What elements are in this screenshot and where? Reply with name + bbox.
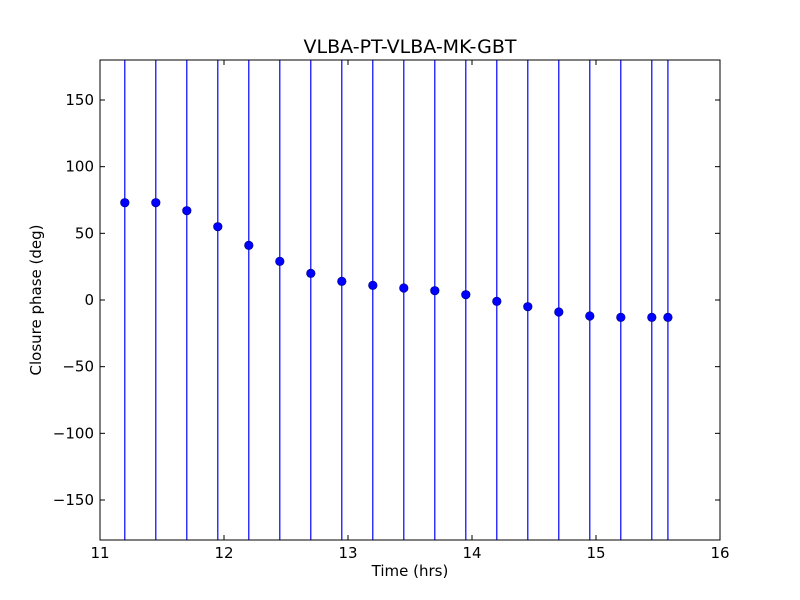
x-axis-label: Time (hrs): [371, 562, 449, 580]
x-tick-label: 14: [462, 544, 481, 562]
x-tick-label: 13: [338, 544, 357, 562]
y-tick-label: −50: [62, 358, 94, 376]
y-tick-label: 50: [75, 224, 94, 242]
x-tick-label: 15: [586, 544, 605, 562]
data-point: [213, 222, 223, 232]
data-point: [368, 280, 378, 290]
data-point: [663, 312, 673, 322]
y-tick-label: 100: [65, 158, 94, 176]
data-point: [647, 312, 657, 322]
data-point: [461, 290, 471, 300]
data-point: [399, 283, 409, 293]
data-point: [306, 268, 316, 278]
y-tick-label: 0: [84, 291, 94, 309]
x-tick-label: 12: [214, 544, 233, 562]
y-tick-label: −100: [53, 424, 94, 442]
y-axis-label: Closure phase (deg): [27, 225, 45, 376]
data-point: [492, 296, 502, 306]
data-point: [120, 198, 130, 208]
data-point: [275, 256, 285, 266]
data-point: [523, 302, 533, 312]
data-point: [585, 311, 595, 321]
data-point: [151, 198, 161, 208]
data-point: [430, 286, 440, 296]
chart-title: VLBA-PT-VLBA-MK-GBT: [304, 36, 517, 58]
data-point: [244, 240, 254, 250]
data-point: [337, 276, 347, 286]
y-tick-label: −150: [53, 491, 94, 509]
y-tick-label: 150: [65, 91, 94, 109]
data-point: [182, 206, 192, 216]
x-tick-label: 11: [90, 544, 109, 562]
data-point: [616, 312, 626, 322]
x-tick-label: 16: [710, 544, 729, 562]
plot-area: 11 12 13 14 15 16 −150 −100 −50 0 50 100 150: [53, 59, 730, 562]
data-point: [554, 307, 564, 317]
